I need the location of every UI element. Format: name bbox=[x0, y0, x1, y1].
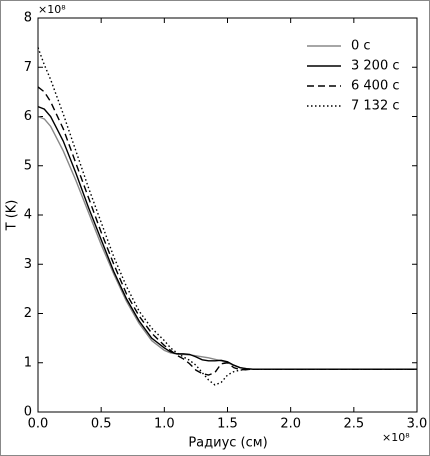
y-tick-label: 1 bbox=[24, 355, 32, 370]
y-tick-label: 7 bbox=[24, 60, 32, 75]
y-tick-label: 3 bbox=[24, 257, 32, 272]
x-axis-label: Радиус (см) bbox=[188, 436, 267, 451]
plot-frame bbox=[37, 17, 418, 413]
legend-label: 6 400 с bbox=[351, 79, 400, 94]
y-tick-label: 4 bbox=[24, 208, 32, 223]
legend-label: 3 200 с bbox=[351, 59, 400, 74]
x-tick-label: 2.5 bbox=[343, 417, 364, 432]
y-tick-label: 8 bbox=[24, 11, 32, 26]
x-tick-label: 3.0 bbox=[407, 417, 428, 432]
series-line bbox=[37, 86, 417, 376]
y-tick-label: 5 bbox=[24, 158, 32, 173]
x-tick-label: 2.0 bbox=[280, 417, 301, 432]
legend-label: 7 132 с bbox=[351, 99, 400, 114]
legend-label: 0 с bbox=[351, 39, 371, 54]
series-line bbox=[37, 105, 417, 370]
y-tick-label: 6 bbox=[24, 109, 32, 124]
x-tick-label: 0.0 bbox=[28, 417, 49, 432]
y-tick-label: 0 bbox=[24, 405, 32, 420]
x-tick-label: 1.0 bbox=[154, 417, 175, 432]
x-tick-label: 0.5 bbox=[91, 417, 112, 432]
x-tick-label: 1.5 bbox=[217, 417, 238, 432]
x-multiplier: ×10⁸ bbox=[382, 431, 410, 444]
y-tick-label: 2 bbox=[24, 306, 32, 321]
y-multiplier: ×10⁸ bbox=[38, 3, 66, 16]
series-line bbox=[37, 47, 417, 386]
y-axis-label: T (K) bbox=[5, 200, 20, 232]
